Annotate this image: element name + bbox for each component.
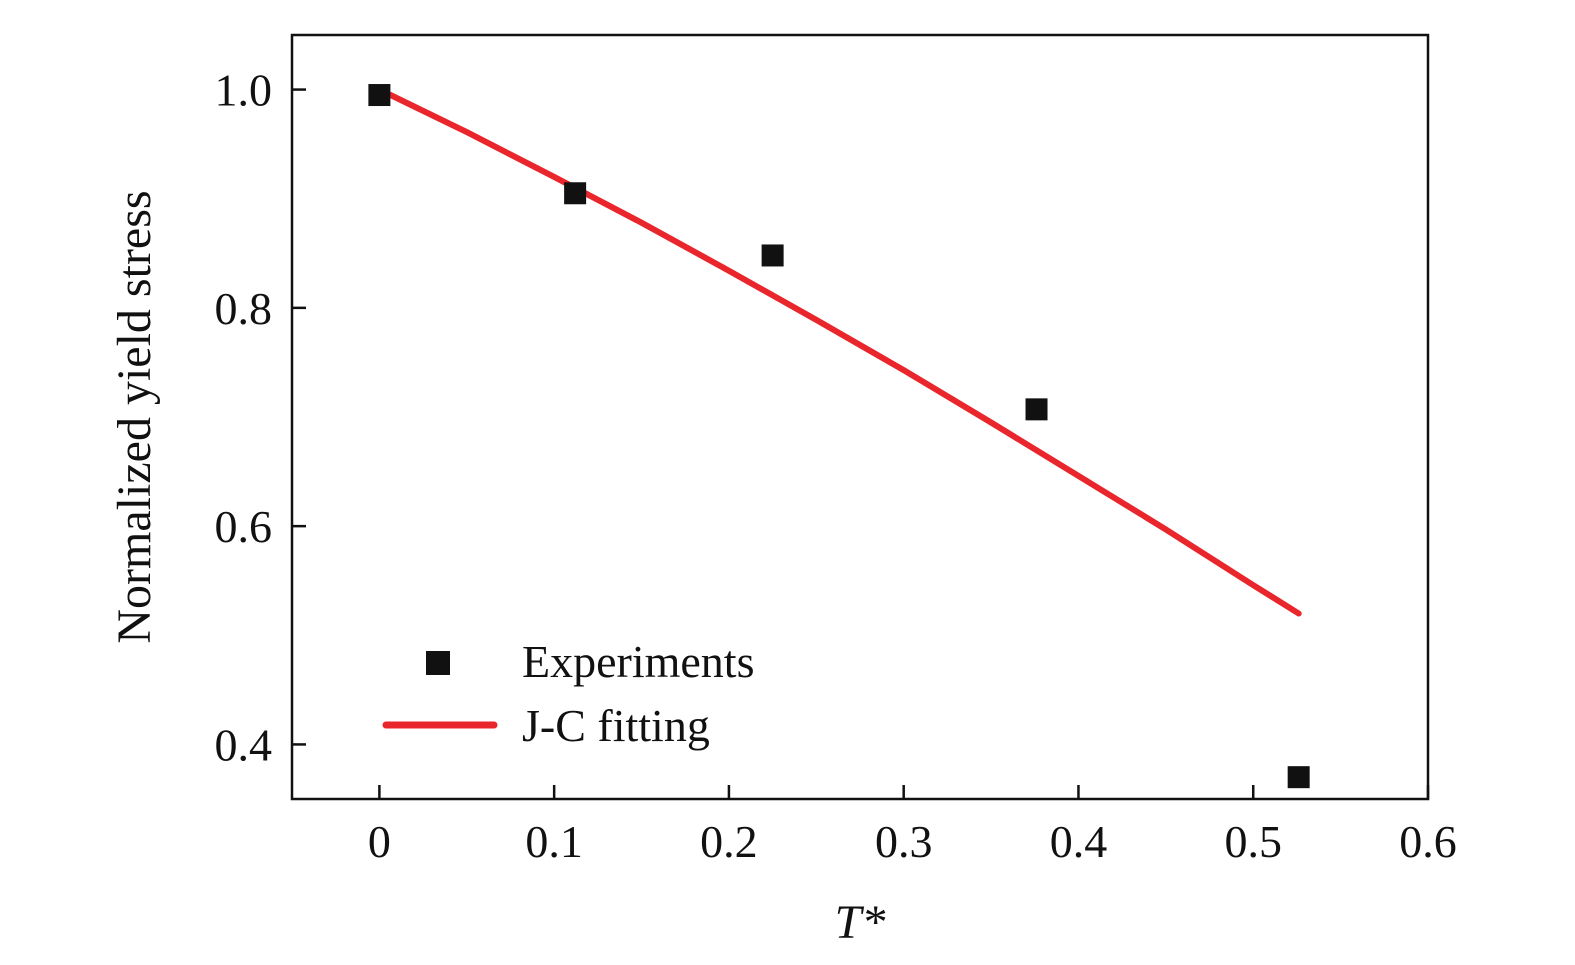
x-tick-label: 0.3 bbox=[875, 816, 933, 867]
experiment-point bbox=[564, 182, 587, 205]
legend-label-experiments: Experiments bbox=[522, 636, 755, 687]
y-tick-label: 0.8 bbox=[215, 283, 273, 334]
experiment-point bbox=[368, 84, 391, 107]
series-layer bbox=[368, 84, 1310, 789]
x-tick-label: 0.2 bbox=[700, 816, 758, 867]
y-tick-label: 1.0 bbox=[215, 65, 273, 116]
experiment-point bbox=[1287, 766, 1310, 789]
experiment-point bbox=[761, 244, 784, 267]
experiment-point bbox=[1025, 398, 1048, 421]
y-tick-label: 0.6 bbox=[215, 501, 273, 552]
x-tick-label: 0.6 bbox=[1399, 816, 1457, 867]
y-axis-label: Normalized yield stress bbox=[108, 190, 161, 643]
y-tick-label: 0.4 bbox=[215, 719, 273, 770]
legend-marker-experiments bbox=[426, 651, 450, 675]
x-tick-label: 0.4 bbox=[1050, 816, 1108, 867]
x-axis-label: T* bbox=[835, 896, 886, 949]
jc-fitting-line bbox=[376, 86, 1302, 617]
x-tick-label: 0.1 bbox=[525, 816, 583, 867]
plot-frame bbox=[290, 33, 1430, 801]
legend: Experiments J-C fitting bbox=[382, 636, 755, 751]
legend-label-jc-fitting: J-C fitting bbox=[522, 700, 710, 751]
x-tick-label: 0.5 bbox=[1224, 816, 1282, 867]
x-tick-label: 0 bbox=[368, 816, 391, 867]
